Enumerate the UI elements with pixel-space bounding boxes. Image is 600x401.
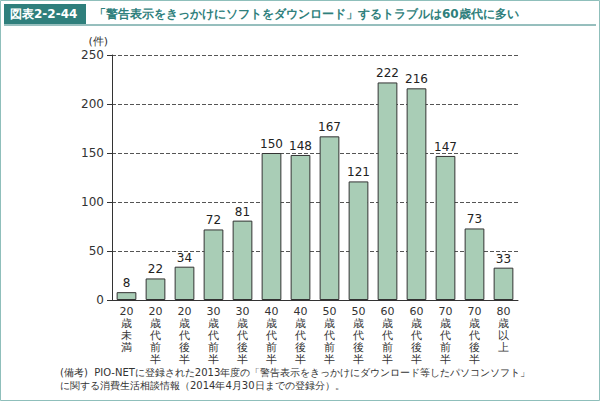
svg-text:歳: 歳	[208, 316, 219, 330]
svg-text:半: 半	[295, 353, 306, 366]
svg-text:代: 代	[382, 328, 393, 342]
svg-text:81: 81	[235, 205, 250, 219]
svg-text:前: 前	[208, 340, 219, 354]
svg-text:前: 前	[266, 340, 277, 354]
svg-text:前: 前	[324, 340, 335, 354]
svg-text:歳: 歳	[324, 316, 335, 330]
svg-text:満: 満	[121, 341, 132, 354]
svg-text:70: 70	[467, 304, 482, 318]
svg-text:70: 70	[438, 304, 453, 318]
svg-text:歳: 歳	[353, 316, 364, 330]
svg-text:200: 200	[81, 97, 104, 111]
svg-text:40: 40	[264, 304, 279, 318]
svg-text:半: 半	[179, 353, 190, 366]
svg-text:歳: 歳	[440, 316, 451, 330]
svg-text:歳: 歳	[237, 316, 248, 330]
svg-text:後: 後	[179, 340, 190, 354]
svg-text:代: 代	[237, 328, 248, 342]
svg-text:216: 216	[405, 72, 428, 86]
svg-text:148: 148	[289, 139, 312, 153]
svg-text:73: 73	[467, 212, 482, 226]
svg-text:代: 代	[353, 328, 364, 342]
svg-text:前: 前	[150, 340, 161, 354]
svg-text:半: 半	[237, 353, 248, 366]
svg-text:147: 147	[434, 140, 457, 154]
svg-text:(備考) PIO-NETに登録された2013年度の「警告表: (備考) PIO-NETに登録された2013年度の「警告表示をきっかけにダウンロ…	[60, 367, 530, 378]
svg-text:半: 半	[382, 353, 393, 366]
svg-text:20: 20	[148, 304, 163, 318]
svg-text:72: 72	[206, 213, 221, 227]
svg-text:歳: 歳	[121, 316, 132, 330]
svg-text:歳: 歳	[469, 316, 480, 330]
svg-text:121: 121	[347, 165, 370, 179]
svg-text:50: 50	[89, 244, 104, 258]
svg-text:代: 代	[150, 328, 161, 342]
svg-text:半: 半	[353, 353, 364, 366]
svg-text:「警告表示をきっかけにソフトをダウンロード」するトラブルは6: 「警告表示をきっかけにソフトをダウンロード」するトラブルは60歳代に多い	[94, 7, 519, 21]
svg-text:以: 以	[498, 328, 509, 342]
svg-text:20: 20	[177, 304, 192, 318]
svg-text:33: 33	[496, 252, 511, 266]
svg-text:40: 40	[293, 304, 308, 318]
svg-text:222: 222	[376, 66, 399, 80]
svg-text:未: 未	[121, 328, 132, 342]
svg-text:代: 代	[266, 328, 277, 342]
svg-text:代: 代	[324, 328, 335, 342]
svg-text:半: 半	[440, 353, 451, 366]
svg-text:上: 上	[498, 341, 509, 354]
svg-text:後: 後	[469, 340, 480, 354]
svg-text:50: 50	[351, 304, 366, 318]
svg-text:60: 60	[409, 304, 424, 318]
svg-text:50: 50	[322, 304, 337, 318]
svg-text:代: 代	[411, 328, 422, 342]
svg-text:22: 22	[148, 262, 163, 276]
svg-text:代: 代	[179, 328, 190, 342]
svg-text:代: 代	[208, 328, 219, 342]
svg-text:代: 代	[295, 328, 306, 342]
svg-text:100: 100	[81, 195, 104, 209]
svg-text:20: 20	[119, 304, 134, 318]
svg-text:代: 代	[440, 328, 451, 342]
svg-text:8: 8	[123, 276, 131, 290]
svg-text:半: 半	[266, 353, 277, 366]
svg-text:歳: 歳	[498, 316, 509, 330]
svg-text:歳: 歳	[150, 316, 161, 330]
svg-text:半: 半	[411, 353, 422, 366]
svg-text:30: 30	[206, 304, 221, 318]
svg-text:図表2-2-44: 図表2-2-44	[10, 7, 77, 21]
svg-text:半: 半	[324, 353, 335, 366]
svg-text:後: 後	[411, 340, 422, 354]
svg-text:0: 0	[96, 293, 104, 307]
svg-text:半: 半	[150, 353, 161, 366]
svg-text:後: 後	[353, 340, 364, 354]
svg-text:歳: 歳	[179, 316, 190, 330]
svg-text:前: 前	[382, 340, 393, 354]
svg-text:歳: 歳	[295, 316, 306, 330]
svg-text:代: 代	[469, 328, 480, 342]
svg-text:150: 150	[81, 146, 104, 160]
svg-text:後: 後	[295, 340, 306, 354]
svg-text:半: 半	[208, 353, 219, 366]
svg-text:半: 半	[469, 353, 480, 366]
svg-text:歳: 歳	[266, 316, 277, 330]
svg-text:250: 250	[81, 48, 104, 62]
svg-text:後: 後	[237, 340, 248, 354]
svg-text:34: 34	[177, 251, 192, 265]
svg-text:60: 60	[380, 304, 395, 318]
svg-text:(件): (件)	[88, 35, 108, 48]
svg-text:150: 150	[260, 137, 283, 151]
svg-text:167: 167	[318, 120, 341, 134]
svg-text:前: 前	[440, 340, 451, 354]
svg-text:歳: 歳	[382, 316, 393, 330]
svg-text:30: 30	[235, 304, 250, 318]
svg-text:歳: 歳	[411, 316, 422, 330]
svg-text:に関する消費生活相談情報（2014年4月30日までの登録分）: に関する消費生活相談情報（2014年4月30日までの登録分）。	[60, 380, 345, 391]
svg-text:80: 80	[496, 304, 511, 318]
